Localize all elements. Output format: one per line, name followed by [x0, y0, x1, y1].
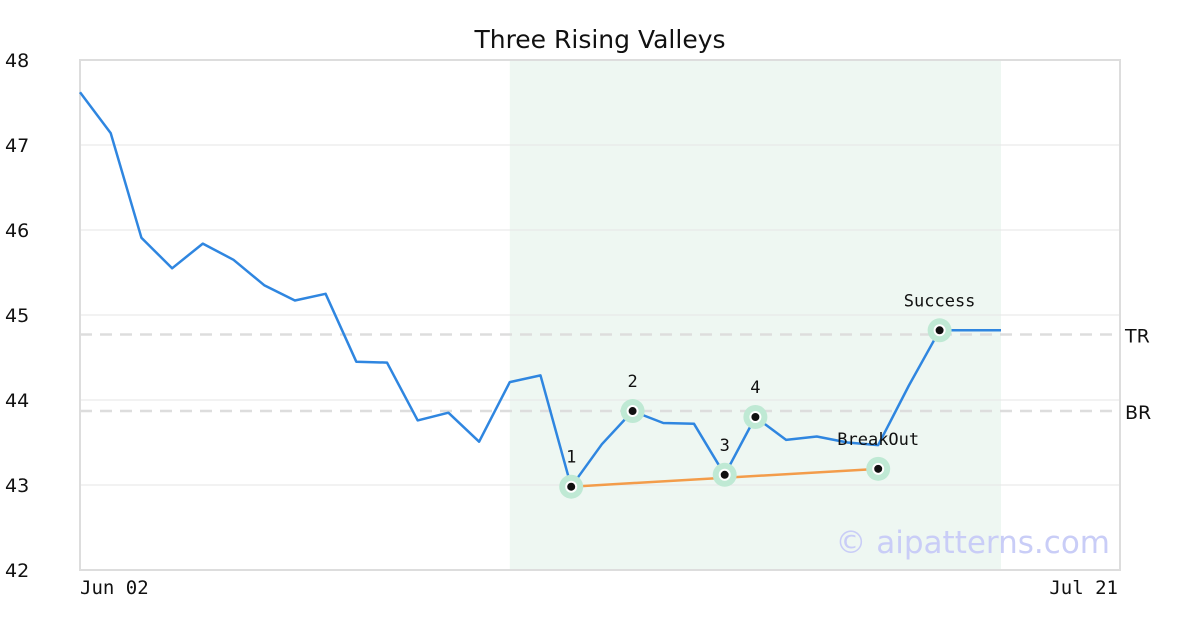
x-tick-label: Jul 21 [1049, 577, 1118, 599]
pattern-point-label: 2 [627, 372, 637, 392]
pattern-point-label: 1 [566, 448, 576, 468]
price-line [79, 91, 1001, 488]
pattern-point [626, 405, 639, 418]
pattern-point [933, 324, 946, 337]
reference-line-label: TR [1124, 326, 1150, 348]
y-tick-label: 48 [5, 50, 29, 72]
pattern-point-label: 4 [750, 378, 760, 398]
watermark: © aipatterns.com [835, 525, 1110, 561]
x-tick-label: Jun 02 [80, 577, 149, 599]
y-tick-label: 46 [5, 220, 29, 242]
plot-frame [79, 59, 1121, 571]
reference-line-label: BR [1125, 402, 1151, 424]
y-tick-label: 47 [5, 135, 29, 157]
pattern-point [872, 462, 885, 475]
y-tick-label: 42 [5, 560, 29, 582]
pattern-point-label: BreakOut [837, 430, 919, 450]
plot-area: 42 43 44 45 46 47 48 TR BR 1 2 3 4 BreakOut Success Jun… [5, 50, 1151, 599]
y-tick-label: 43 [5, 475, 29, 497]
chart-title: Three Rising Valleys [473, 25, 725, 54]
pattern-point [749, 411, 762, 423]
pattern-point-label: 3 [720, 436, 730, 456]
y-tick-label: 44 [5, 390, 29, 412]
pattern-point [565, 480, 578, 493]
pattern-point [718, 468, 731, 481]
pattern-point-label: Success [904, 291, 976, 311]
y-tick-label: 45 [5, 305, 29, 327]
